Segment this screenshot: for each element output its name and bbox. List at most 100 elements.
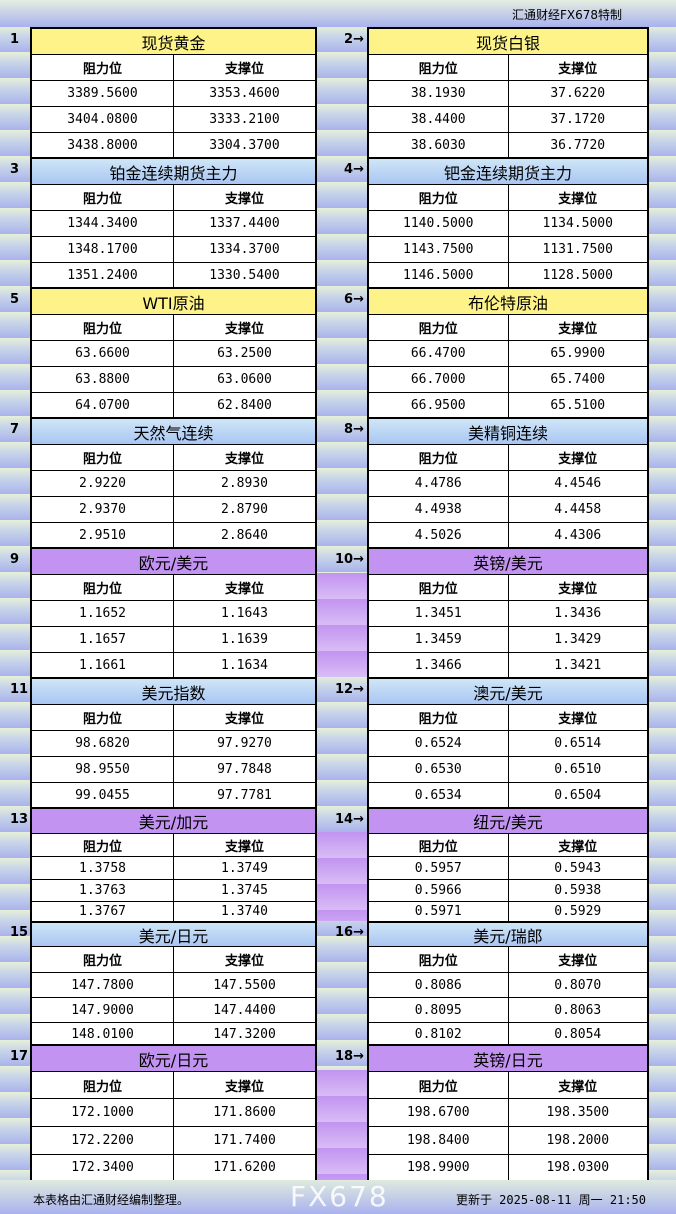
resistance-value: 0.6530 — [369, 757, 509, 782]
section-number: 1 — [10, 32, 20, 47]
support-value: 1.3421 — [554, 657, 602, 673]
resistance-value: 1146.5000 — [369, 263, 509, 287]
instrument-title: 布伦特原油 — [369, 289, 647, 315]
resistance-header: 阻力位 — [32, 445, 174, 470]
table-row: 147.9000 147.4400 — [32, 998, 315, 1023]
instrument-title: 美元/瑞郎 — [369, 923, 647, 947]
table-row: 0.6534 0.6504 — [369, 783, 647, 809]
column-header-row: 阻力位 支撑位 — [32, 705, 315, 731]
middle-band — [317, 832, 367, 921]
section-number: 11 — [10, 682, 29, 697]
support-value: 1330.5400 — [209, 267, 280, 283]
resistance-value: 1351.2400 — [32, 263, 174, 287]
resistance-value: 0.5971 — [369, 902, 509, 921]
resistance-header: 阻力位 — [369, 575, 509, 600]
section-number: 15 — [10, 925, 29, 940]
resistance-value: 0.8086 — [369, 973, 509, 997]
table-row: 172.1000 171.8600 — [32, 1099, 315, 1127]
column-header-row: 阻力位 支撑位 — [369, 575, 647, 601]
quote-table: 英镑/美元 阻力位 支撑位 1.3451 1.3436 1.3459 1.3429 1.346… — [367, 547, 649, 679]
support-value: 1131.7500 — [542, 242, 613, 257]
section-number-arrow: 12→ — [335, 682, 364, 697]
quote-table: 现货黄金 阻力位 支撑位 3389.5600 3353.4600 3404.0800 333… — [30, 27, 317, 159]
quote-table: WTI原油 阻力位 支撑位 63.6600 63.2500 63.8800 63.0600 6… — [30, 287, 317, 419]
resistance-value: 0.8095 — [369, 998, 509, 1022]
support-value: 1.3745 — [221, 883, 268, 898]
support-header: 支撑位 — [224, 62, 264, 77]
section-number: 3 — [10, 162, 20, 177]
column-header-row: 阻力位 支撑位 — [32, 1072, 315, 1099]
column-header-row: 阻力位 支撑位 — [32, 834, 315, 857]
section-number-arrow: 2→ — [344, 32, 364, 47]
support-header: 支撑位 — [558, 839, 598, 855]
section-number: 7 — [10, 422, 20, 437]
support-header: 支撑位 — [558, 322, 598, 337]
support-header: 支撑位 — [224, 582, 264, 597]
table-row: 38.6030 36.7720 — [369, 133, 647, 159]
table-row: 1.3459 1.3429 — [369, 627, 647, 653]
column-header-row: 阻力位 支撑位 — [32, 445, 315, 471]
instrument-title: 美元/加元 — [32, 809, 315, 834]
resistance-value: 98.6820 — [32, 731, 174, 756]
resistance-header: 阻力位 — [369, 834, 509, 856]
quote-table: 现货白银 阻力位 支撑位 38.1930 37.6220 38.4400 37.1720 38… — [367, 27, 649, 159]
support-value: 65.7400 — [550, 372, 606, 387]
support-value: 2.8930 — [221, 476, 268, 491]
resistance-value: 64.0700 — [32, 393, 174, 417]
resistance-value: 63.6600 — [32, 341, 174, 366]
table-row: 1.3763 1.3745 — [32, 880, 315, 902]
table-row: 98.9550 97.7848 — [32, 757, 315, 783]
column-header-row: 阻力位 支撑位 — [32, 55, 315, 81]
table-row: 3438.8000 3304.3700 — [32, 133, 315, 159]
table-row: 0.6530 0.6510 — [369, 757, 647, 783]
resistance-value: 198.8400 — [369, 1127, 509, 1154]
footer: 本表格由汇通财经编制整理。 更新于 2025-08-11 周一 21:50 — [0, 1180, 676, 1214]
instrument-title: 美精铜连续 — [369, 419, 647, 445]
support-value: 198.3500 — [546, 1105, 610, 1120]
section-number-arrow: 18→ — [335, 1049, 364, 1064]
column-header-row: 阻力位 支撑位 — [32, 575, 315, 601]
support-value: 63.0600 — [217, 372, 272, 387]
instrument-title: 英镑/美元 — [369, 549, 647, 575]
update-time: 更新于 2025-08-11 周一 21:50 — [455, 1193, 646, 1207]
resistance-value: 1.3459 — [369, 627, 509, 652]
support-value: 171.7400 — [213, 1133, 276, 1148]
table-row: 2.9220 2.8930 — [32, 471, 315, 497]
instrument-title: 现货白银 — [369, 29, 647, 55]
support-value: 198.2000 — [546, 1133, 610, 1148]
table-row: 1.1652 1.1643 — [32, 601, 315, 627]
instrument-title: 现货黄金 — [32, 29, 315, 55]
resistance-value: 4.4786 — [369, 471, 509, 496]
quote-table: 钯金连续期货主力 阻力位 支撑位 1140.5000 1134.5000 1143.750… — [367, 157, 649, 289]
support-value: 37.1720 — [550, 112, 606, 127]
quote-table: 美元指数 阻力位 支撑位 98.6820 97.9270 98.9550 97.7848 99… — [30, 677, 317, 809]
resistance-value: 1.1657 — [32, 627, 174, 652]
column-header-row: 阻力位 支撑位 — [32, 947, 315, 973]
resistance-value: 3389.5600 — [32, 81, 174, 106]
support-header: 支撑位 — [558, 62, 598, 77]
support-header: 支撑位 — [558, 712, 598, 727]
support-value: 1134.5000 — [542, 216, 613, 231]
table-row: 98.6820 97.9270 — [32, 731, 315, 757]
quote-table: 英镑/日元 阻力位 支撑位 198.6700 198.3500 198.8400 198.2… — [367, 1044, 649, 1182]
section-number: 5 — [10, 292, 20, 307]
support-value: 37.6220 — [550, 86, 606, 101]
resistance-value: 2.9220 — [32, 471, 174, 496]
instrument-title: 美元/日元 — [32, 923, 315, 947]
middle-band — [317, 1070, 367, 1180]
resistance-header: 阻力位 — [32, 315, 174, 340]
watermark: FX678 — [290, 1180, 389, 1213]
resistance-header: 阻力位 — [369, 705, 509, 730]
quote-table: 美元/瑞郎 阻力位 支撑位 0.8086 0.8070 0.8095 0.8063 0.810… — [367, 921, 649, 1048]
resistance-value: 66.9500 — [369, 393, 509, 417]
resistance-value: 1.3466 — [369, 653, 509, 677]
support-header: 支撑位 — [558, 1079, 598, 1095]
table-row: 1.3466 1.3421 — [369, 653, 647, 679]
table-row: 172.2200 171.7400 — [32, 1127, 315, 1155]
column-header-row: 阻力位 支撑位 — [369, 1072, 647, 1099]
instrument-title: 美元指数 — [32, 679, 315, 705]
resistance-value: 172.3400 — [32, 1155, 174, 1180]
table-row: 1.3451 1.3436 — [369, 601, 647, 627]
section-number-arrow: 16→ — [335, 925, 364, 940]
table-row: 1.3758 1.3749 — [32, 857, 315, 880]
